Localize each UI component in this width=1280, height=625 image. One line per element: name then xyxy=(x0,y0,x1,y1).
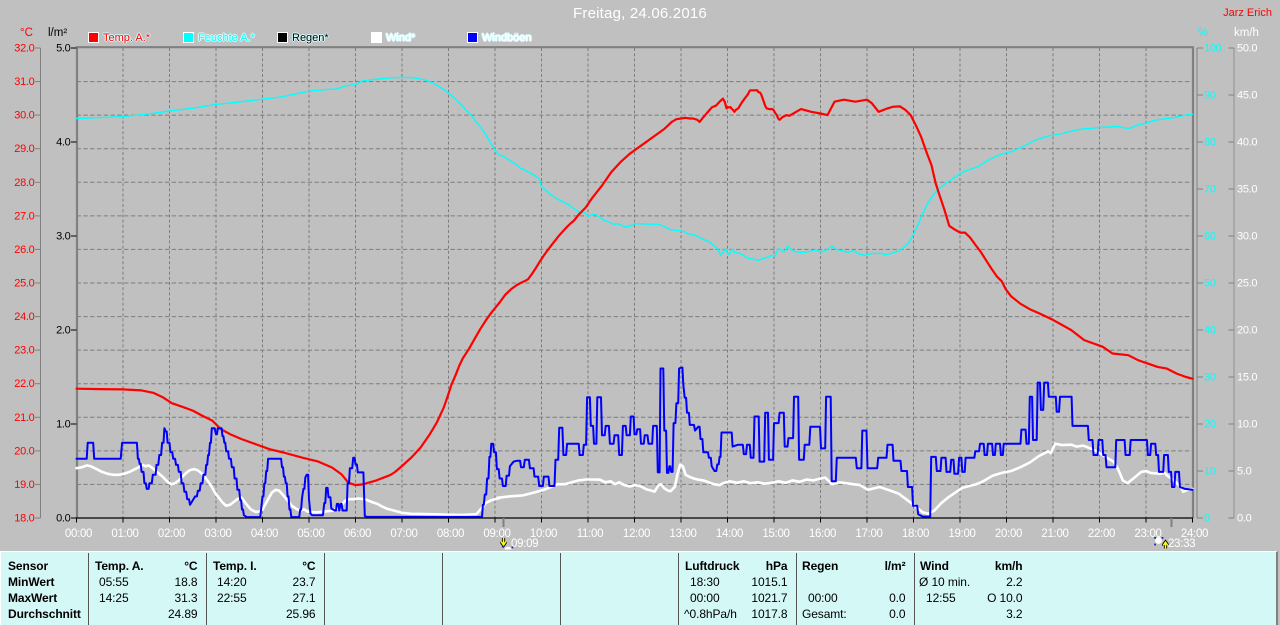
svg-text:l/m²: l/m² xyxy=(48,27,67,39)
svg-text:30: 30 xyxy=(1204,372,1216,384)
svg-text:0: 0 xyxy=(1204,513,1210,525)
svg-text:00:00: 00:00 xyxy=(65,528,92,540)
svg-text:10:00: 10:00 xyxy=(530,528,557,540)
svg-text:80: 80 xyxy=(1204,137,1216,149)
svg-text:2.0: 2.0 xyxy=(56,325,71,337)
svg-text:19.0: 19.0 xyxy=(14,479,34,491)
svg-text:100: 100 xyxy=(1204,43,1222,55)
svg-text:40: 40 xyxy=(1204,325,1216,337)
svg-text:4.0: 4.0 xyxy=(56,137,71,149)
svg-text:5.0: 5.0 xyxy=(56,43,71,55)
svg-text:16:00: 16:00 xyxy=(809,528,836,540)
svg-text:15:00: 15:00 xyxy=(762,528,789,540)
svg-text:10.0: 10.0 xyxy=(1237,419,1257,431)
svg-text:%: % xyxy=(1198,27,1208,39)
svg-text:09:00: 09:00 xyxy=(483,528,510,540)
svg-text:17:00: 17:00 xyxy=(855,528,882,540)
svg-text:07:00: 07:00 xyxy=(390,528,417,540)
svg-text:08:00: 08:00 xyxy=(437,528,464,540)
svg-text:25.0: 25.0 xyxy=(1237,278,1257,290)
svg-text:3.0: 3.0 xyxy=(56,231,71,243)
svg-text:28.0: 28.0 xyxy=(14,177,34,189)
svg-text:21:00: 21:00 xyxy=(1041,528,1068,540)
svg-text:20:00: 20:00 xyxy=(995,528,1022,540)
svg-text:19:00: 19:00 xyxy=(948,528,975,540)
svg-text:12:00: 12:00 xyxy=(623,528,650,540)
svg-text:0.0: 0.0 xyxy=(1237,513,1252,525)
svg-text:02:00: 02:00 xyxy=(158,528,185,540)
svg-text:22:00: 22:00 xyxy=(1088,528,1115,540)
svg-text:60: 60 xyxy=(1204,231,1216,243)
svg-text:31.0: 31.0 xyxy=(14,76,34,88)
svg-text:70: 70 xyxy=(1204,184,1216,196)
svg-text:35.0: 35.0 xyxy=(1237,184,1257,196)
svg-text:30.0: 30.0 xyxy=(1237,231,1257,243)
svg-text:0.0: 0.0 xyxy=(56,513,71,525)
svg-text:03:00: 03:00 xyxy=(204,528,231,540)
svg-text:30.0: 30.0 xyxy=(14,110,34,122)
svg-text:50: 50 xyxy=(1204,278,1216,290)
svg-text:23.0: 23.0 xyxy=(14,345,34,357)
svg-text:15.0: 15.0 xyxy=(1237,372,1257,384)
svg-text:45.0: 45.0 xyxy=(1237,90,1257,102)
svg-text:14:00: 14:00 xyxy=(716,528,743,540)
svg-text:13:00: 13:00 xyxy=(669,528,696,540)
svg-text:21.0: 21.0 xyxy=(14,412,34,424)
svg-text:24.0: 24.0 xyxy=(14,311,34,323)
svg-text:18:00: 18:00 xyxy=(902,528,929,540)
svg-text:23:33: 23:33 xyxy=(1168,538,1195,550)
svg-text:km/h: km/h xyxy=(1234,27,1259,39)
svg-text:20: 20 xyxy=(1204,419,1216,431)
svg-text:05:00: 05:00 xyxy=(297,528,324,540)
svg-text:20.0: 20.0 xyxy=(14,445,34,457)
svg-text:22.0: 22.0 xyxy=(14,378,34,390)
svg-text:18.0: 18.0 xyxy=(14,513,34,525)
svg-text:32.0: 32.0 xyxy=(14,43,34,55)
svg-text:01:00: 01:00 xyxy=(111,528,138,540)
svg-text:24:00: 24:00 xyxy=(1181,528,1208,540)
svg-text:25.0: 25.0 xyxy=(14,278,34,290)
svg-text:40.0: 40.0 xyxy=(1237,137,1257,149)
svg-text:29.0: 29.0 xyxy=(14,143,34,155)
svg-text:26.0: 26.0 xyxy=(14,244,34,256)
svg-text:50.0: 50.0 xyxy=(1237,43,1257,55)
svg-text:27.0: 27.0 xyxy=(14,210,34,222)
svg-text:1.0: 1.0 xyxy=(56,419,71,431)
svg-text:04:00: 04:00 xyxy=(251,528,278,540)
svg-text:06:00: 06:00 xyxy=(344,528,371,540)
svg-text:°C: °C xyxy=(20,27,33,39)
svg-text:11:00: 11:00 xyxy=(577,528,603,540)
svg-text:10: 10 xyxy=(1204,466,1216,478)
svg-text:09:09: 09:09 xyxy=(511,538,538,550)
svg-text:90: 90 xyxy=(1204,90,1216,102)
svg-text:5.0: 5.0 xyxy=(1237,466,1252,478)
svg-text:20.0: 20.0 xyxy=(1237,325,1257,337)
